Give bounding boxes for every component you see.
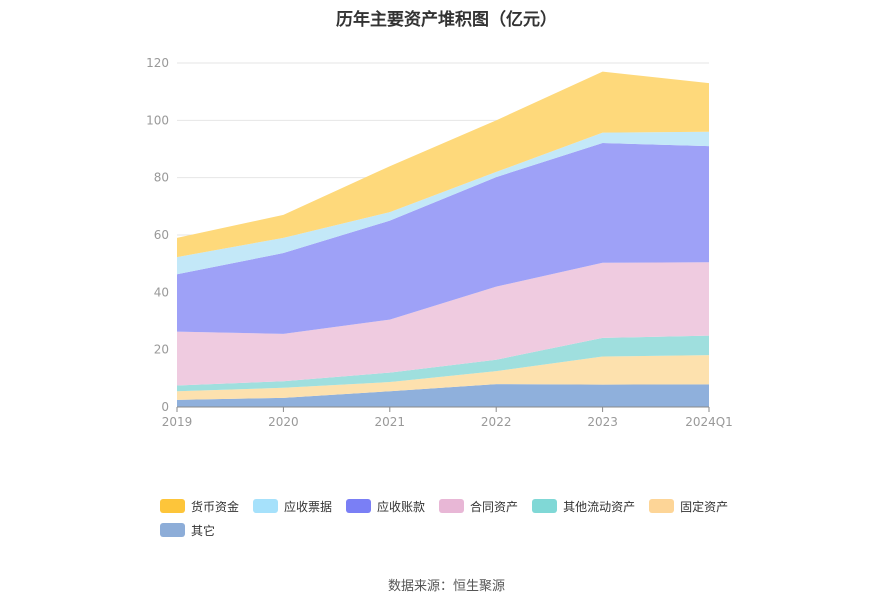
x-tick-label: 2019 xyxy=(162,415,193,429)
area-series-0 xyxy=(177,384,709,407)
legend-label: 合同资产 xyxy=(470,499,519,514)
x-tick-label: 2020 xyxy=(268,415,299,429)
area-series-6 xyxy=(177,71,709,258)
legend-swatch xyxy=(649,499,675,513)
area-series-3 xyxy=(177,262,709,386)
area-series-1 xyxy=(177,355,709,400)
y-tick-label: 20 xyxy=(154,343,169,357)
legend-item[interactable]: 其它 xyxy=(160,518,215,542)
y-tick-label: 0 xyxy=(161,400,169,414)
legend-label: 应收账款 xyxy=(377,499,426,514)
x-axis-tick-labels: 2019 2020 2021 2022 2023 2024Q1 xyxy=(162,415,733,429)
x-tick-label: 2022 xyxy=(481,415,512,429)
x-tick-label: 2023 xyxy=(587,415,618,429)
source-note: 数据来源：恒生聚源 xyxy=(387,579,505,594)
legend-swatch xyxy=(160,499,185,513)
legend-item[interactable]: 合同资产 xyxy=(439,494,518,518)
y-axis-tick-labels: 0 20 40 60 80 100 120 xyxy=(146,56,169,414)
x-tick-label: 2024Q1 xyxy=(685,415,733,429)
chart-title: 历年主要资产堆积图（亿元） xyxy=(336,10,557,30)
legend-swatch xyxy=(532,499,558,513)
x-axis xyxy=(176,406,710,412)
area-series-5 xyxy=(177,131,709,275)
legend-label: 应收票据 xyxy=(284,499,333,514)
y-tick-label: 80 xyxy=(154,171,169,185)
y-tick-label: 60 xyxy=(154,228,169,242)
area-series-4 xyxy=(177,142,709,334)
x-tick-label: 2021 xyxy=(375,415,406,429)
legend-item[interactable]: 应收账款 xyxy=(346,494,425,518)
legend-item[interactable]: 货币资金 xyxy=(160,494,239,518)
legend-label: 其它 xyxy=(191,523,216,538)
legend-item[interactable]: 应收票据 xyxy=(253,494,332,518)
legend-label: 货币资金 xyxy=(191,499,240,514)
y-tick-label: 100 xyxy=(146,113,169,127)
legend-label: 其他流动资产 xyxy=(563,499,636,514)
y-tick-label: 40 xyxy=(154,285,169,299)
legend-swatch xyxy=(439,499,465,513)
y-tick-label: 120 xyxy=(146,56,169,70)
legend: 货币资金 应收票据 应收账款 合同资产 其他流动资产 固定资产其它 xyxy=(160,494,760,542)
legend-item[interactable]: 其他流动资产 xyxy=(532,494,635,518)
legend-swatch xyxy=(253,499,279,513)
legend-swatch xyxy=(160,523,185,537)
area-series-2 xyxy=(177,335,709,392)
legend-item[interactable]: 固定资产 xyxy=(649,494,728,518)
legend-swatch xyxy=(346,499,372,513)
legend-label: 固定资产 xyxy=(680,499,729,514)
area-series xyxy=(177,71,709,407)
